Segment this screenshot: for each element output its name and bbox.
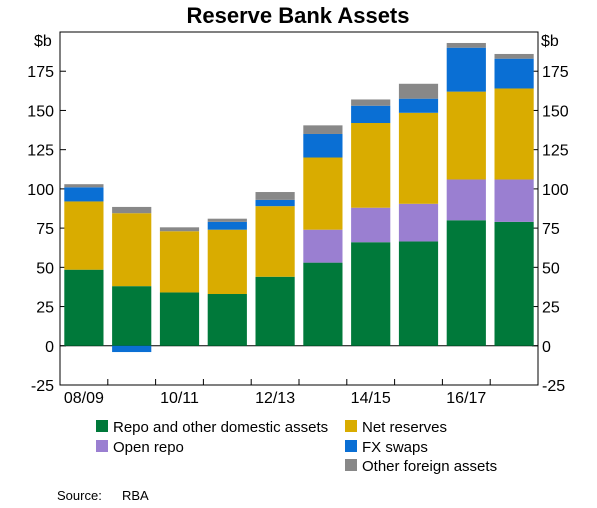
bar-segment-s4-b5 [303, 125, 343, 134]
y-tick-label-right: 25 [542, 300, 560, 317]
bar-segment-s3-b3 [207, 221, 247, 230]
y-tick-label-right: 75 [542, 221, 560, 238]
bar-segment-s0-b3 [207, 294, 247, 346]
y-tick-label-left: 0 [45, 339, 54, 356]
plot-area: -25 -25 0 0 25 25 50 50 75 75 100 100 125 125 150 150 17… [27, 31, 569, 407]
y-tick-label-right: 125 [542, 143, 569, 160]
legend-swatch [96, 420, 108, 432]
bar-segment-s3-b9 [494, 58, 534, 89]
bar-segment-s4-b1 [112, 206, 152, 214]
bar-segment-s4-b3 [207, 218, 247, 222]
right-axis-unit: $b [541, 33, 559, 50]
chart-title: Reserve Bank Assets [187, 3, 410, 28]
legend-swatch [345, 440, 357, 452]
bar-segment-s1-b5 [303, 229, 343, 263]
legend-label: Repo and other domestic assets [113, 419, 328, 436]
bar-segment-s1-b8 [446, 179, 486, 221]
bar-segment-s0-b8 [446, 220, 486, 346]
legend: Repo and other domestic assets Net reserv… [96, 419, 497, 475]
bar-segment-s4-b8 [446, 42, 486, 48]
source-value: RBA [122, 488, 149, 503]
left-axis-unit: $b [34, 33, 52, 50]
x-tick-label: 14/15 [351, 390, 391, 407]
bar-segment-s3-b7 [398, 98, 439, 113]
legend-label: FX swaps [362, 439, 428, 456]
bar-segment-s3-b5 [303, 133, 343, 158]
y-tick-label-left: -25 [31, 378, 54, 395]
bar-segment-s2-b2 [159, 231, 200, 293]
bar-segment-s4-b7 [398, 83, 439, 99]
source-label: Source: [57, 488, 102, 503]
bar-segment-s0-b2 [159, 292, 200, 346]
bar-segment-s2-b7 [398, 112, 439, 204]
y-tick-label-right: 0 [542, 339, 551, 356]
y-tick-label-right: 100 [542, 182, 569, 199]
bar-segment-s4-b9 [494, 53, 534, 59]
bar-segment-s3-b8 [446, 47, 486, 92]
legend-label: Open repo [113, 439, 184, 456]
y-tick-label-right: 150 [542, 103, 569, 120]
x-tick-label: 12/13 [255, 390, 295, 407]
legend-label: Other foreign assets [362, 458, 497, 475]
bar-segment-s0-b9 [494, 221, 534, 346]
x-tick-label: 08/09 [64, 390, 104, 407]
bar-segment-s2-b1 [112, 213, 152, 287]
y-tick-label-left: 150 [27, 103, 54, 120]
bar-segment-s4-b2 [159, 227, 200, 232]
bar-segment-s0-b6 [351, 242, 391, 346]
bar-segment-s2-b9 [494, 88, 534, 180]
legend-swatch [345, 420, 357, 432]
y-tick-label-right: 175 [542, 64, 569, 81]
bar-segment-s2-b3 [207, 229, 247, 295]
x-tick-label: 10/11 [160, 390, 199, 407]
bar-segment-s4-b4 [255, 192, 295, 200]
bar-segment-s1-b7 [398, 203, 439, 242]
y-tick-label-left: 125 [27, 143, 54, 160]
bar-segment-s4-b6 [351, 99, 391, 106]
y-tick-label-left: 100 [27, 182, 54, 199]
bar-segment-s3-b6 [351, 105, 391, 123]
bar-segment-s2-b5 [303, 157, 343, 230]
bar-segment-s2-b6 [351, 122, 391, 208]
bar-segment-s1-b6 [351, 207, 391, 243]
y-tick-label-left: 50 [36, 260, 54, 277]
bar-segment-s0-b7 [398, 241, 439, 346]
bar-segment-s3-b4 [255, 199, 295, 207]
bar-segment-s1-b9 [494, 179, 534, 222]
bar-segment-s4-b0 [64, 184, 104, 188]
x-tick-label: 16/17 [446, 390, 486, 407]
bar-segment-s3-b1 [112, 345, 152, 353]
legend-swatch [345, 459, 357, 471]
bar-segment-s2-b4 [255, 206, 295, 277]
legend-label: Net reserves [362, 419, 447, 436]
y-tick-label-left: 75 [36, 221, 54, 238]
y-tick-label-right: -25 [542, 378, 565, 395]
bar-segment-s0-b5 [303, 262, 343, 346]
y-tick-label-left: 175 [27, 64, 54, 81]
legend-swatch [96, 440, 108, 452]
bar-segment-s2-b8 [446, 91, 486, 180]
bar-segment-s3-b0 [64, 187, 104, 202]
bar-segment-s0-b4 [255, 276, 295, 346]
y-tick-label-right: 50 [542, 260, 560, 277]
y-tick-label-left: 25 [36, 300, 54, 317]
bar-segment-s0-b1 [112, 286, 152, 346]
bar-segment-s0-b0 [64, 269, 104, 346]
bar-segment-s2-b0 [64, 201, 104, 270]
